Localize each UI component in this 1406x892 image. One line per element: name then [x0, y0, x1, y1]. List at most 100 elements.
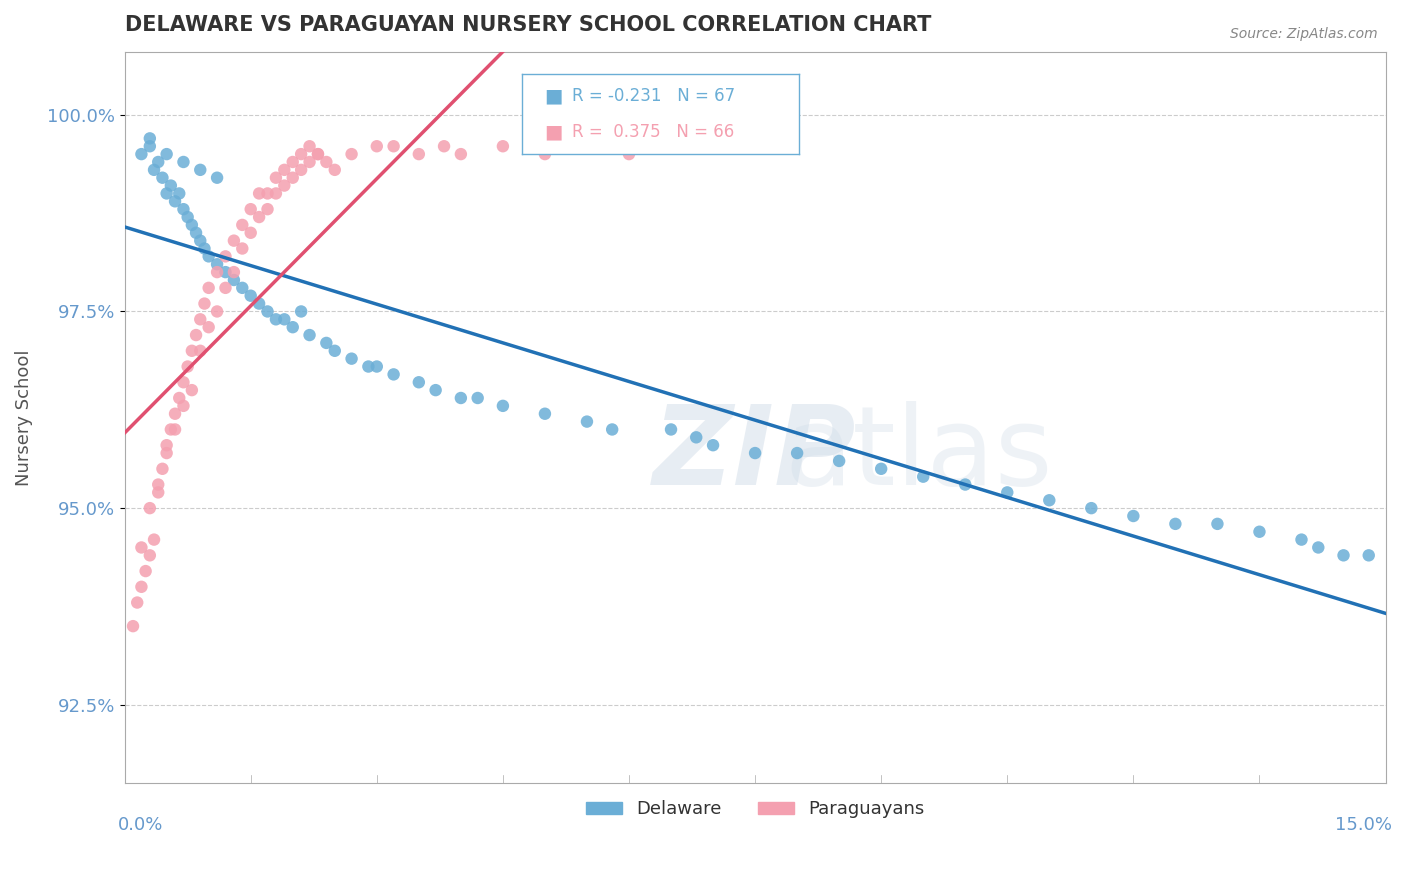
- Point: [239, 289, 262, 303]
- Point: [617, 147, 640, 161]
- Point: [197, 320, 219, 334]
- Point: [315, 335, 337, 350]
- Point: [1206, 516, 1229, 531]
- Point: [281, 170, 304, 185]
- Point: [298, 328, 321, 343]
- Point: [492, 139, 515, 153]
- Point: [222, 273, 245, 287]
- Point: [281, 320, 304, 334]
- Point: [264, 186, 287, 201]
- Point: [193, 242, 215, 256]
- Point: [131, 580, 153, 594]
- Point: [575, 415, 598, 429]
- Point: [433, 139, 456, 153]
- Point: [273, 312, 295, 326]
- Point: [205, 170, 228, 185]
- Point: [152, 170, 174, 185]
- Point: [870, 462, 893, 476]
- Point: [256, 202, 278, 217]
- Point: [135, 564, 157, 578]
- Point: [205, 265, 228, 279]
- Point: [492, 399, 515, 413]
- Point: [534, 147, 557, 161]
- Point: [1291, 533, 1313, 547]
- Point: [366, 359, 388, 374]
- Point: [382, 368, 405, 382]
- Point: [143, 162, 166, 177]
- Point: [167, 186, 190, 201]
- Point: [239, 202, 262, 217]
- Point: [290, 162, 312, 177]
- Text: 15.0%: 15.0%: [1334, 816, 1392, 834]
- Point: [156, 186, 179, 201]
- Point: [264, 312, 287, 326]
- Point: [139, 139, 162, 153]
- Point: [231, 242, 253, 256]
- Point: [172, 399, 194, 413]
- Point: [172, 155, 194, 169]
- Point: [193, 296, 215, 310]
- Point: [1038, 493, 1060, 508]
- Point: [214, 265, 236, 279]
- Point: [247, 186, 270, 201]
- Point: [205, 257, 228, 271]
- Point: [340, 147, 363, 161]
- Point: [256, 304, 278, 318]
- Point: [172, 376, 194, 390]
- Point: [222, 265, 245, 279]
- Point: [127, 595, 149, 609]
- Point: [1249, 524, 1271, 539]
- Point: [702, 438, 724, 452]
- Point: [264, 170, 287, 185]
- Point: [165, 422, 187, 436]
- Point: [659, 422, 682, 436]
- Point: [148, 477, 170, 491]
- Point: [273, 178, 295, 193]
- Point: [197, 281, 219, 295]
- Point: [467, 391, 489, 405]
- Point: [188, 343, 211, 358]
- Point: [184, 226, 207, 240]
- Point: [450, 391, 472, 405]
- Point: [148, 485, 170, 500]
- Point: [382, 139, 405, 153]
- Point: [408, 147, 430, 161]
- Point: [786, 446, 808, 460]
- Point: [408, 376, 430, 390]
- Point: [1357, 549, 1379, 563]
- Point: [152, 462, 174, 476]
- Point: [600, 422, 623, 436]
- Point: [139, 549, 162, 563]
- Point: [139, 131, 162, 145]
- Point: [160, 422, 183, 436]
- Point: [685, 430, 707, 444]
- Point: [239, 226, 262, 240]
- Point: [995, 485, 1018, 500]
- Text: Source: ZipAtlas.com: Source: ZipAtlas.com: [1230, 27, 1378, 41]
- Point: [222, 234, 245, 248]
- Point: [197, 249, 219, 263]
- Point: [1080, 501, 1102, 516]
- Point: [828, 454, 851, 468]
- Point: [167, 391, 190, 405]
- Point: [955, 477, 977, 491]
- Point: [156, 446, 179, 460]
- Point: [575, 139, 598, 153]
- Point: [165, 407, 187, 421]
- Point: [165, 194, 187, 209]
- Point: [256, 186, 278, 201]
- Point: [273, 162, 295, 177]
- Point: [298, 155, 321, 169]
- Point: [131, 147, 153, 161]
- Point: [180, 343, 202, 358]
- Point: [534, 407, 557, 421]
- Text: 0.0%: 0.0%: [118, 816, 163, 834]
- Point: [247, 210, 270, 224]
- Point: [912, 469, 935, 483]
- Point: [298, 139, 321, 153]
- Point: [160, 178, 183, 193]
- Point: [315, 155, 337, 169]
- Point: [214, 281, 236, 295]
- Y-axis label: Nursery School: Nursery School: [15, 350, 32, 486]
- Point: [340, 351, 363, 366]
